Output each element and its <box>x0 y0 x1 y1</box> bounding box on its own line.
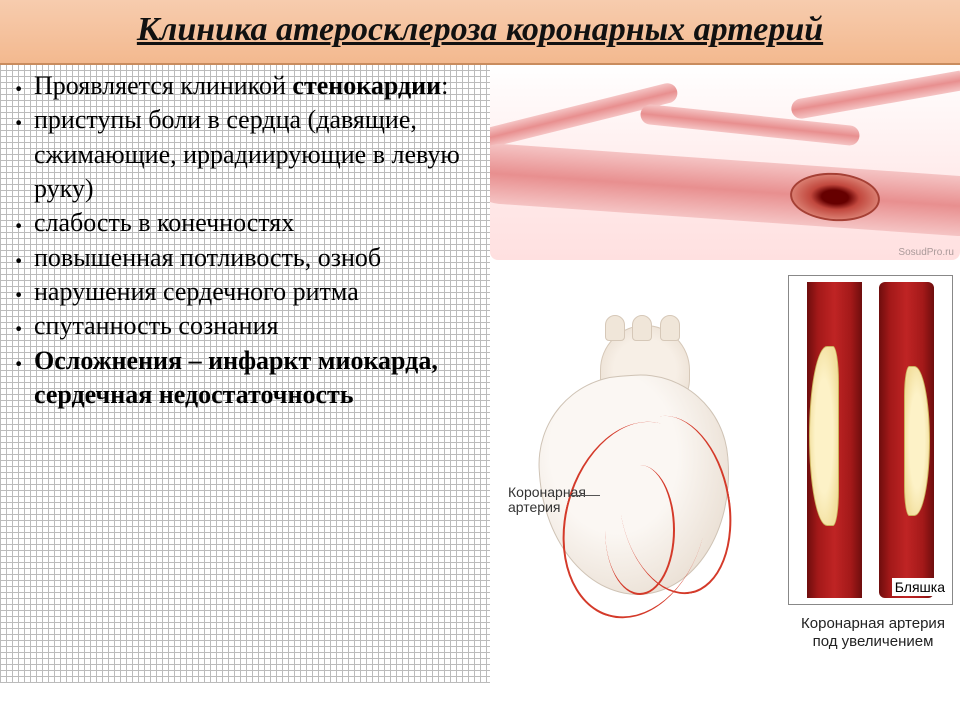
plaque-label: Бляшка <box>892 578 948 596</box>
slide-title: Клиника атеросклероза коронарных артерий <box>20 10 940 49</box>
list-item: спутанность сознания <box>30 309 480 343</box>
content-row: Проявляется клиникой стенокардии: присту… <box>0 65 960 683</box>
artery-branch-diagram: SosudPro.ru <box>490 65 960 260</box>
watermark-text: SosudPro.ru <box>898 247 954 258</box>
vessel-stub <box>632 315 652 341</box>
bullet-panel: Проявляется клиникой стенокардии: присту… <box>0 65 490 683</box>
closeup-caption: Коронарная артерия под увеличением <box>788 615 958 651</box>
heart-diagram: Коронарная артерия <box>490 275 780 675</box>
list-item: слабость в конечностях <box>30 206 480 240</box>
title-bar: Клиника атеросклероза коронарных артерий <box>0 0 960 65</box>
plaque-shape <box>809 346 839 526</box>
slide: Клиника атеросклероза коронарных артерий… <box>0 0 960 720</box>
vessel-stub <box>660 315 680 341</box>
list-item: Проявляется клиникой стенокардии: <box>30 69 480 103</box>
heart-shape: Коронарная артерия <box>510 315 760 615</box>
list-item: приступы боли в сердца (давящие, сжимающ… <box>30 103 480 206</box>
coronary-artery-label: Коронарная артерия <box>508 485 578 516</box>
artery-gap <box>862 276 880 604</box>
coronary-line <box>605 465 675 595</box>
list-item: нарушения сердечного ритма <box>30 275 480 309</box>
list-item: Осложнения – инфаркт миокарда, сердечная… <box>30 344 480 413</box>
list-item: повышенная потливость, озноб <box>30 241 480 275</box>
bullet-list: Проявляется клиникой стенокардии: присту… <box>30 69 480 412</box>
label-pointer-line <box>570 495 600 496</box>
illustration-panel: SosudPro.ru Коронарная артерия <box>490 65 960 683</box>
vessel-stub <box>605 315 625 341</box>
main-vessel <box>490 142 960 238</box>
vessel-branch <box>790 66 960 120</box>
plaque-closeup: Бляшка <box>788 275 953 605</box>
